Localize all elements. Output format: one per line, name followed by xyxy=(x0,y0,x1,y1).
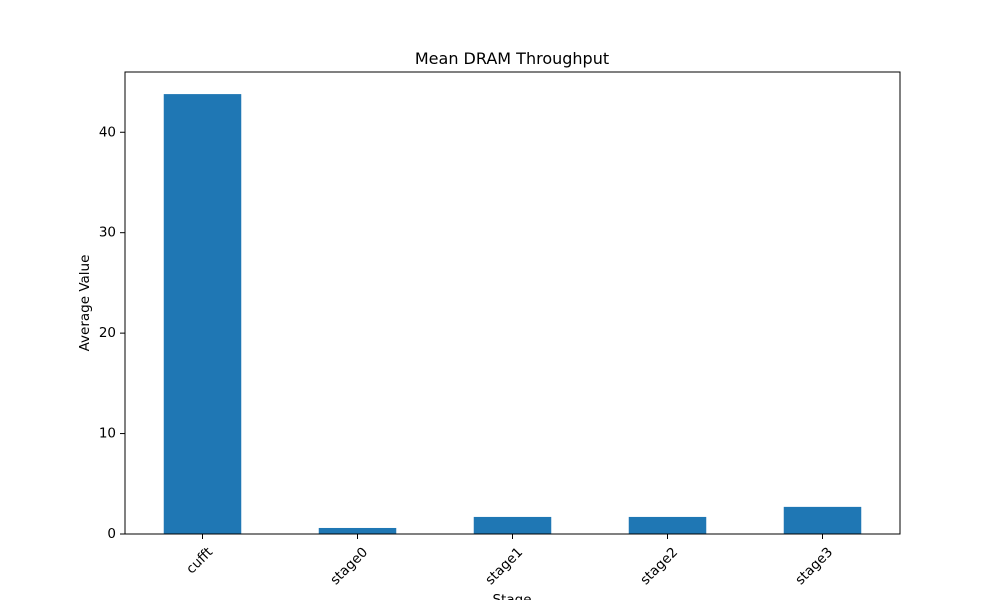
y-tick-label: 10 xyxy=(99,426,116,442)
bar-stage0 xyxy=(318,527,397,534)
bar-stage1 xyxy=(473,516,552,534)
x-tick-label: stage3 xyxy=(792,544,836,588)
chart-title: Mean DRAM Throughput xyxy=(415,49,609,68)
y-tick-label: 20 xyxy=(99,325,116,341)
bar-cufft xyxy=(163,94,242,534)
x-axis-label: Stage xyxy=(492,592,531,600)
y-axis-label: Average Value xyxy=(77,255,93,352)
y-ticks: 0 10 20 30 40 xyxy=(99,124,125,542)
x-tick-label: stage2 xyxy=(637,544,681,588)
x-tick-label: cufft xyxy=(183,544,216,577)
bars-layer xyxy=(163,94,862,534)
y-tick-label: 30 xyxy=(99,225,116,241)
x-tick-label: stage0 xyxy=(327,544,371,588)
bar-stage2 xyxy=(628,516,707,534)
x-ticks: cufft stage0 stage1 stage2 stage3 xyxy=(183,534,836,588)
bar-stage3 xyxy=(783,506,862,534)
x-tick-label: stage1 xyxy=(482,544,526,588)
plot-area-frame xyxy=(124,71,901,535)
y-tick-label: 40 xyxy=(99,124,116,140)
y-tick-label: 0 xyxy=(107,526,116,542)
